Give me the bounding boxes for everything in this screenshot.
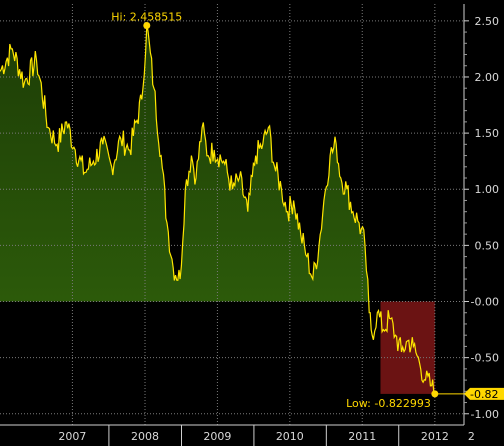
axes: 2.50 2.00 1.50 1.00 0.50 -0.00 -0.50 -1.00 2007 2…: [0, 4, 499, 446]
y-tick-label: 2.00: [475, 71, 500, 84]
y-tick-label: 1.50: [475, 127, 500, 140]
y-tick-label: 2.50: [475, 15, 500, 28]
low-label: Low: -0.822993: [346, 397, 431, 410]
x-tick-label: 2011: [348, 430, 376, 443]
x-tick-label: 2008: [131, 430, 159, 443]
x-tick-label: 2007: [58, 430, 86, 443]
series-line-layer: [0, 25, 436, 395]
y-tick-label: -0.00: [471, 296, 499, 309]
y-tick-label: -1.00: [471, 408, 499, 421]
x-tick-label: 2009: [203, 430, 231, 443]
high-marker: [143, 21, 151, 29]
annotations: Hi: 2.458515 Low: -0.822993 -0.82: [111, 10, 504, 410]
y-tick-label: 0.50: [475, 239, 500, 252]
x-tick-label: 2012: [421, 430, 449, 443]
y-tick-label: 1.00: [475, 183, 500, 196]
x-tick-label: 2: [468, 430, 475, 443]
last-value-tag: [464, 387, 504, 400]
last-value-label: -0.82: [470, 388, 498, 401]
high-label: Hi: 2.458515: [111, 10, 182, 23]
y-tick-label: -0.50: [471, 352, 499, 365]
series-line: [0, 25, 436, 395]
x-tick-label: 2010: [276, 430, 304, 443]
